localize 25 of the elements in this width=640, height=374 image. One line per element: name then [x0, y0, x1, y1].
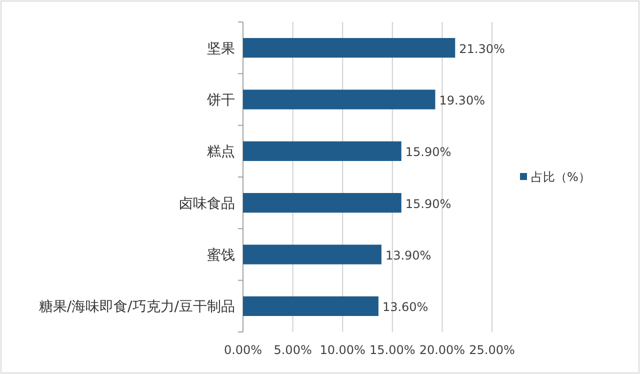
x-tick-label: 25.00% — [469, 343, 515, 357]
x-tick-label: 0.00% — [224, 343, 262, 357]
bar — [243, 193, 402, 213]
data-label: 15.90% — [405, 145, 452, 160]
y-tick-label: 卤味食品 — [179, 196, 235, 212]
data-label: 15.90% — [405, 196, 452, 211]
bar — [243, 90, 436, 110]
legend-label: 占比（%） — [531, 170, 590, 184]
y-tick-label: 饼干 — [206, 92, 235, 108]
data-label: 21.30% — [459, 42, 505, 56]
y-tick-label: 蜜饯 — [207, 248, 235, 264]
y-tick-label: 糕点 — [207, 144, 235, 160]
bar — [243, 38, 456, 58]
bar — [243, 141, 402, 161]
x-tick-label: 15.00% — [370, 343, 416, 357]
data-label: 19.30% — [439, 94, 485, 108]
x-tick-label: 20.00% — [419, 343, 466, 357]
bar — [243, 296, 378, 316]
y-tick-label: 糖果/海味即食/巧克力/豆干制品 — [38, 299, 235, 316]
data-label: 13.60% — [382, 300, 428, 314]
data-label: 13.90% — [385, 248, 432, 262]
y-tick-label: 坚果 — [207, 40, 235, 57]
x-tick-label: 10.00% — [320, 343, 366, 357]
bar — [243, 244, 382, 264]
x-tick-label: 5.00% — [274, 343, 312, 357]
